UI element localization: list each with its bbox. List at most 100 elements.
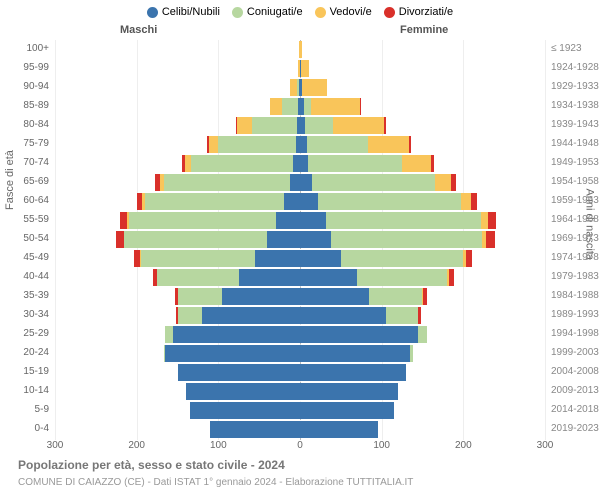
chart-title: Popolazione per età, sesso e stato civil… (18, 458, 285, 472)
bar-segment (307, 136, 368, 153)
age-label: 90-94 (23, 81, 49, 92)
age-row: 65-691954-1958 (55, 173, 545, 192)
bar-segment (178, 364, 301, 381)
birth-year-label: 2009-2013 (551, 385, 599, 396)
birth-year-label: 1979-1983 (551, 271, 599, 282)
female-bar (300, 155, 434, 172)
female-bar (300, 383, 398, 400)
x-tick-label: 200 (128, 440, 145, 451)
birth-year-label: 1939-1943 (551, 119, 599, 130)
birth-year-label: 1984-1988 (551, 290, 599, 301)
bar-segment (300, 383, 398, 400)
bar-segment (333, 117, 384, 134)
legend-label: Divorziati/e (399, 6, 453, 18)
age-row: 80-841939-1943 (55, 116, 545, 135)
bar-segment (239, 269, 300, 286)
bar-segment (341, 250, 464, 267)
birth-year-label: 1929-1933 (551, 81, 599, 92)
bar-segment (300, 326, 418, 343)
x-tick-label: 0 (297, 440, 303, 451)
birth-year-label: 2019-2023 (551, 423, 599, 434)
birth-year-label: 1964-1968 (551, 214, 599, 225)
female-bar (300, 326, 427, 343)
bar-segment (449, 269, 454, 286)
population-pyramid-chart: Celibi/NubiliConiugati/eVedovi/eDivorzia… (0, 0, 600, 500)
female-bar (300, 98, 360, 115)
age-label: 65-69 (23, 176, 49, 187)
birth-year-label: 1959-1963 (551, 195, 599, 206)
bar-segment (124, 231, 267, 248)
age-row: 95-991924-1928 (55, 59, 545, 78)
male-bar (155, 174, 300, 191)
female-bar (300, 402, 394, 419)
bar-segment (300, 288, 369, 305)
bar-segment (300, 155, 308, 172)
birth-year-label: 1954-1958 (551, 176, 599, 187)
male-bar (134, 250, 300, 267)
bar-segment (418, 307, 420, 324)
birth-year-label: 1949-1953 (551, 157, 599, 168)
legend-item: Vedovi/e (315, 6, 372, 18)
age-row: 5-92014-2018 (55, 401, 545, 420)
age-row: 85-891934-1938 (55, 97, 545, 116)
bar-segment (302, 79, 327, 96)
male-bar (207, 136, 300, 153)
bar-segment (165, 345, 300, 362)
bar-segment (384, 117, 386, 134)
bar-segment (165, 326, 173, 343)
bar-segment (129, 212, 276, 229)
female-bar (300, 136, 411, 153)
bar-segment (267, 231, 300, 248)
age-label: 5-9 (35, 404, 49, 415)
bar-segment (210, 421, 300, 438)
bar-segment (222, 288, 300, 305)
bar-segment (312, 174, 435, 191)
bar-segment (141, 250, 255, 267)
birth-year-label: 2004-2008 (551, 366, 599, 377)
age-label: 20-24 (23, 347, 49, 358)
bar-segment (270, 98, 282, 115)
chart-subtitle: COMUNE DI CAIAZZO (CE) - Dati ISTAT 1° g… (18, 477, 413, 488)
bar-segment (186, 383, 300, 400)
bar-segment (300, 269, 357, 286)
male-bar (116, 231, 300, 248)
birth-year-label: 1934-1938 (551, 100, 599, 111)
age-label: 25-29 (23, 328, 49, 339)
legend: Celibi/NubiliConiugati/eVedovi/eDivorzia… (0, 0, 600, 20)
bar-segment (284, 193, 300, 210)
bar-segment (300, 421, 378, 438)
bar-segment (252, 117, 297, 134)
bar-segment (488, 212, 496, 229)
female-bar (300, 231, 495, 248)
female-bar (300, 41, 302, 58)
age-row: 100+≤ 1923 (55, 40, 545, 59)
age-row: 40-441979-1983 (55, 268, 545, 287)
age-row: 60-641959-1963 (55, 192, 545, 211)
bar-segment (300, 212, 326, 229)
age-row: 20-241999-2003 (55, 344, 545, 363)
bar-segment (178, 288, 223, 305)
male-bar (190, 402, 300, 419)
bar-segment (369, 288, 422, 305)
bar-segment (423, 288, 426, 305)
legend-item: Celibi/Nubili (147, 6, 220, 18)
age-label: 55-59 (23, 214, 49, 225)
male-bar (210, 421, 300, 438)
y-left-axis-title: Fasce di età (4, 150, 16, 210)
bar-segment (157, 269, 239, 286)
male-header: Maschi (120, 24, 157, 36)
female-bar (300, 174, 456, 191)
bar-segment (255, 250, 300, 267)
birth-year-label: 1969-1973 (551, 233, 599, 244)
female-bar (300, 421, 378, 438)
bar-segment (301, 60, 309, 77)
female-bar (300, 60, 309, 77)
bar-segment (190, 402, 300, 419)
age-row: 75-791944-1948 (55, 135, 545, 154)
age-label: 75-79 (23, 138, 49, 149)
bar-segment (326, 212, 481, 229)
bar-segment (308, 155, 402, 172)
bar-segment (386, 307, 419, 324)
female-bar (300, 307, 421, 324)
bar-segment (237, 117, 252, 134)
